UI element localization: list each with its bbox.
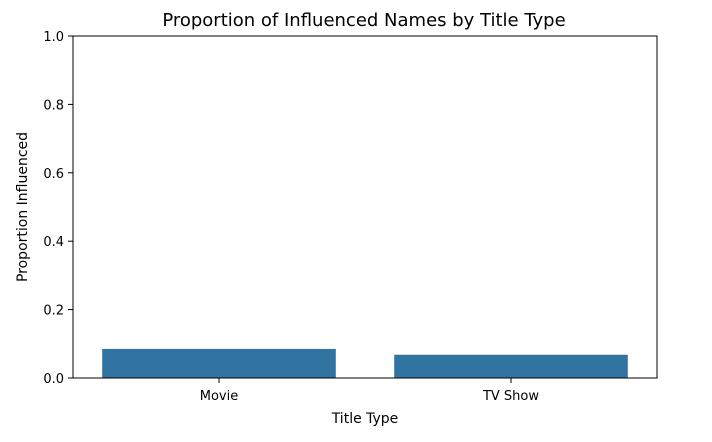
y-tick-label: 0.0: [43, 372, 64, 387]
y-axis-label: Proportion Influenced: [15, 132, 31, 282]
bar-tv-show: [394, 354, 628, 378]
chart-title: Proportion of Influenced Names by Title …: [162, 10, 565, 31]
x-axis-label: Title Type: [331, 411, 399, 427]
y-tick-label: 0.2: [43, 304, 64, 319]
y-tick-label: 0.4: [43, 235, 64, 250]
y-axis-ticks: 0.0 0.2 0.4 0.6 0.8 1.0: [43, 30, 73, 387]
bars-group: [102, 348, 628, 378]
y-tick-label: 0.6: [43, 167, 64, 182]
x-tick-label: TV Show: [482, 389, 539, 404]
plot-frame: [72, 35, 658, 379]
y-tick-label: 1.0: [43, 30, 64, 45]
x-axis-ticks: Movie TV Show: [200, 378, 539, 404]
x-tick-label: Movie: [200, 389, 238, 404]
bar-movie: [102, 348, 336, 378]
y-tick-label: 0.8: [43, 98, 64, 113]
